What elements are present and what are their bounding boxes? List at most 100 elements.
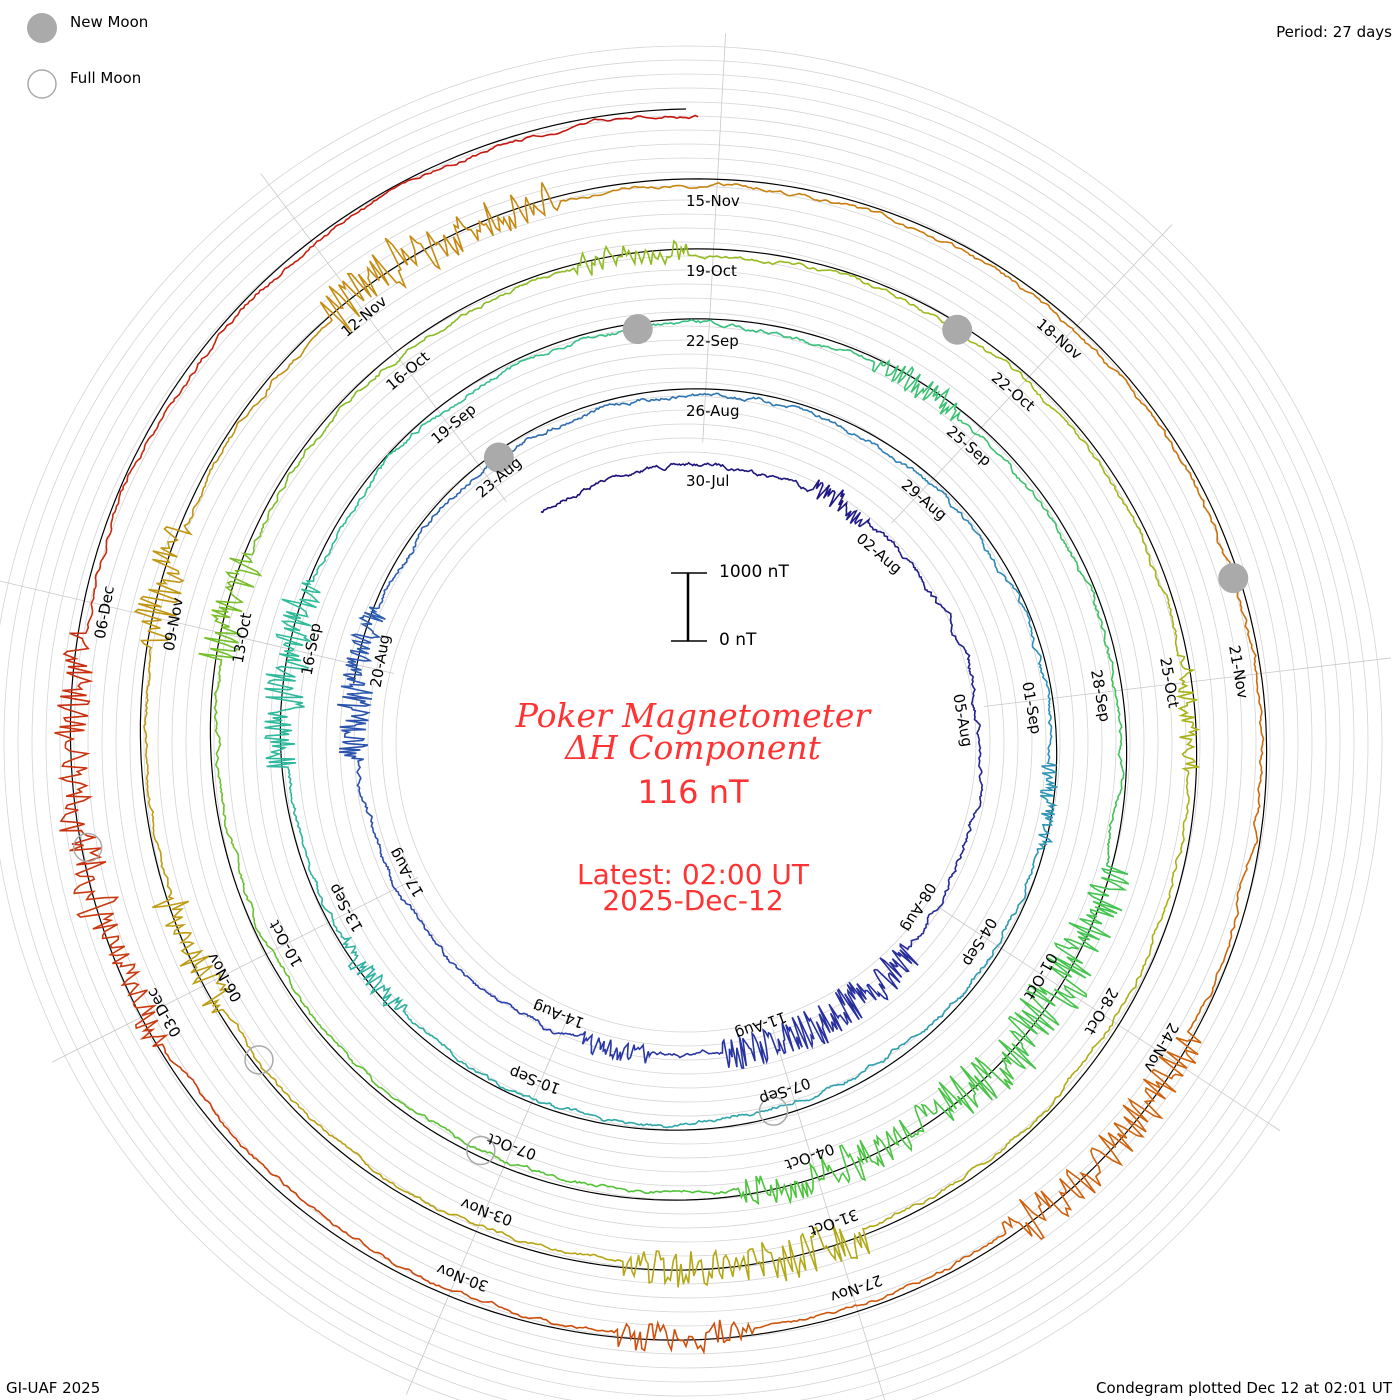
grid-ring — [213, 269, 1159, 1215]
trace-segment — [974, 530, 1022, 604]
full-moon-icon — [72, 832, 103, 863]
baseline-spiral — [69, 108, 1268, 1341]
trace-segment — [724, 1099, 811, 1120]
date-label: 30-Nov — [434, 1260, 491, 1295]
trace-segment — [680, 182, 813, 200]
trace-segment — [1086, 952, 1151, 1057]
date-label: 02-Aug — [853, 529, 906, 577]
trace-segment — [845, 509, 901, 554]
grid — [0, 33, 1392, 1400]
trace-segment — [618, 1187, 726, 1196]
trace-segment — [240, 1031, 323, 1129]
new-moon-legend-icon — [27, 13, 57, 43]
chart-title: Poker Magnetometer — [515, 696, 871, 735]
trace-segment — [529, 1015, 600, 1056]
date-label: 22-Sep — [686, 332, 739, 350]
trace-segment — [394, 1004, 468, 1066]
trace-segment — [596, 464, 662, 485]
trace-segment — [1167, 599, 1198, 719]
trace-segment — [143, 668, 151, 797]
trace-segment — [214, 739, 236, 850]
trace-segment — [263, 665, 308, 760]
date-label: 30-Jul — [686, 472, 729, 490]
grid-ring — [73, 129, 1299, 1355]
grid-spoke — [260, 173, 507, 503]
trace-segment — [1110, 672, 1125, 775]
trace-segment — [1002, 852, 1039, 932]
trace-segment — [453, 119, 593, 166]
trace-segment — [417, 1113, 514, 1167]
trace-segment — [73, 866, 148, 1006]
trace-segment — [525, 406, 602, 440]
trace-segment — [1090, 1050, 1197, 1167]
grid-ring — [199, 255, 1173, 1229]
footer-credit: GI-UAF 2025 — [6, 1379, 101, 1397]
trace-segment — [842, 427, 916, 472]
grid-ring — [283, 339, 1089, 1145]
grid-ring — [353, 409, 1019, 1075]
trace-segment — [364, 422, 427, 496]
trace-segment — [210, 522, 266, 628]
trace-segment — [803, 981, 877, 1045]
trace-segment — [1083, 576, 1114, 674]
trace-segment — [319, 235, 436, 332]
trace-segment — [412, 487, 464, 552]
legend-new-moon: New Moon — [70, 13, 149, 31]
baseline-line — [69, 108, 1268, 1341]
trace-segment — [264, 427, 327, 524]
trace-segment — [1116, 492, 1170, 601]
scale-bottom-label: 0 nT — [719, 630, 757, 650]
trace-segment — [326, 164, 454, 236]
date-label: 26-Aug — [686, 402, 739, 420]
grid-spoke — [936, 905, 1281, 1132]
trace-segment — [582, 1319, 725, 1355]
trace-segment — [914, 1051, 1020, 1122]
trace-segment — [668, 1035, 745, 1069]
trace-segment — [465, 1064, 549, 1105]
trace-segment — [275, 574, 321, 670]
trace-segment — [899, 552, 943, 608]
trace-segment — [133, 1004, 221, 1122]
trace-segment — [810, 1057, 888, 1101]
new-moon-icon — [1218, 563, 1249, 594]
trace-segment — [1047, 876, 1130, 979]
trace-segment — [266, 758, 307, 851]
trace-segment — [598, 1037, 670, 1064]
trace-segment — [94, 452, 144, 588]
legend-full-moon: Full Moon — [70, 69, 142, 87]
grid-ring — [31, 87, 1341, 1397]
trace-segment — [407, 292, 508, 350]
trace-segment — [220, 234, 328, 333]
trace-segment — [165, 923, 242, 1033]
grid-ring — [241, 297, 1131, 1187]
trace-segment — [133, 540, 185, 669]
date-label: 11-Aug — [733, 1008, 789, 1043]
trace-segment — [141, 331, 222, 453]
grid-ring — [325, 381, 1047, 1103]
trace-segment — [416, 916, 466, 977]
date-label: 13-Oct — [229, 611, 256, 664]
new-moon-icon — [942, 314, 973, 345]
trace-segment — [340, 615, 382, 700]
trace-segment — [235, 328, 323, 428]
trace-segment — [147, 796, 190, 927]
grid-ring — [269, 325, 1103, 1159]
trace-segment — [601, 395, 683, 408]
trace-segment — [786, 1210, 903, 1278]
trace-segment — [682, 392, 766, 403]
trace-segment — [1253, 652, 1265, 790]
date-label: 21-Nov — [1225, 644, 1252, 700]
trace-segment — [1032, 491, 1085, 578]
trace-segment — [425, 182, 549, 271]
trace-segment — [848, 273, 954, 329]
date-label: 15-Nov — [686, 192, 740, 210]
trace-segment — [1036, 767, 1059, 854]
date-label: 10-Sep — [507, 1063, 563, 1098]
latest-value: 116 nT — [637, 773, 749, 811]
trace-segment — [324, 1216, 447, 1291]
trace-segment — [986, 1156, 1102, 1247]
trace-segment — [617, 239, 734, 267]
date-label: 16-Sep — [298, 622, 325, 677]
date-label: 22-Oct — [988, 368, 1039, 415]
